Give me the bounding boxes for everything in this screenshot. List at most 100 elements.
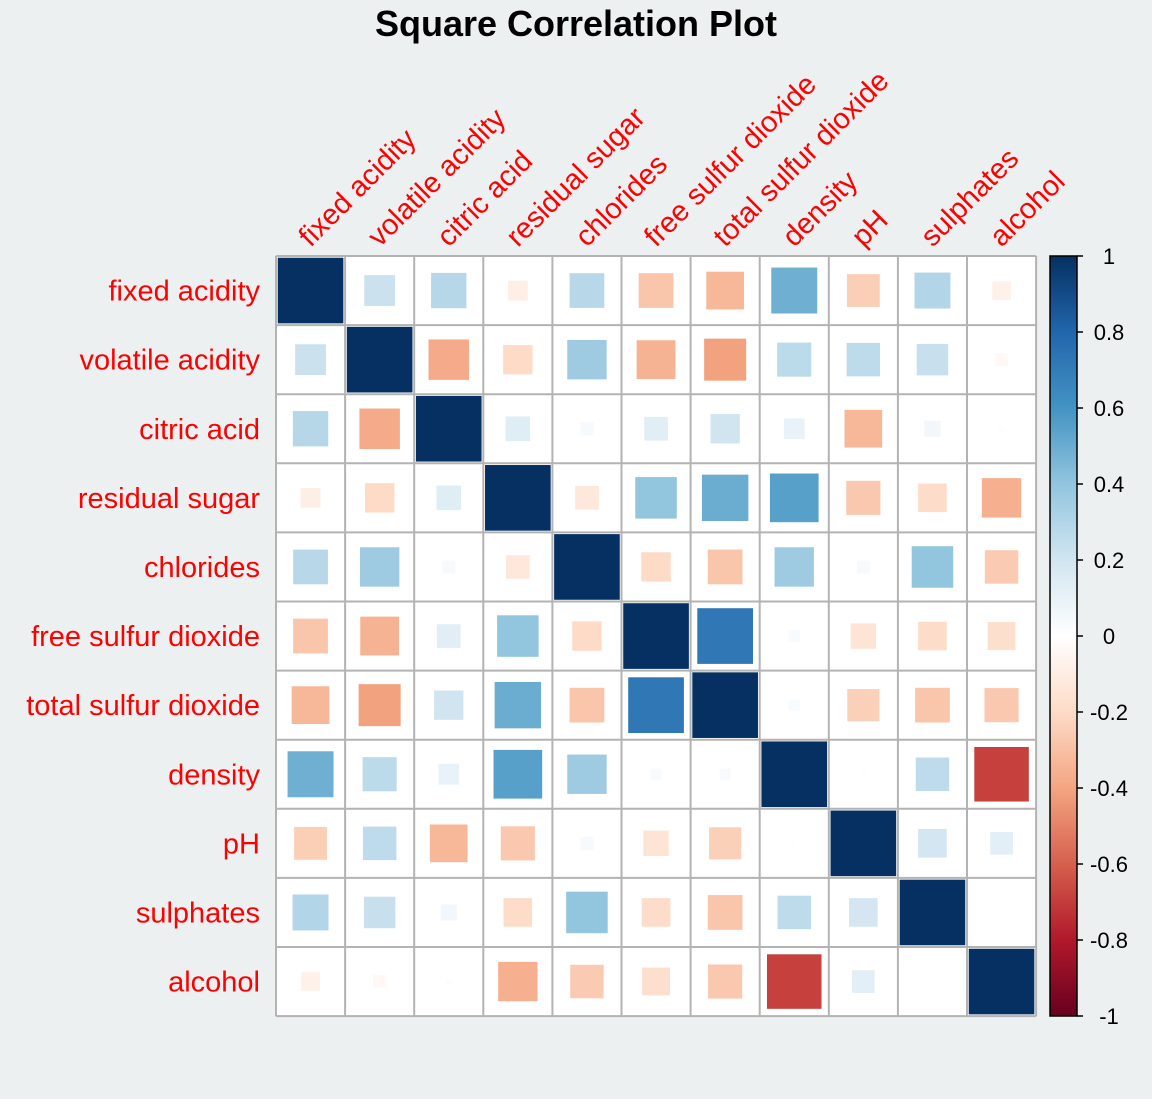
corr-square-free-sulfur-dioxide-x-chlorides [572, 621, 602, 651]
corr-square-volatile-acidity-x-volatile-acidity [346, 326, 413, 393]
colorbar-tick-label: -0.4 [1090, 776, 1128, 801]
colorbar-tick-label: -0.6 [1090, 852, 1128, 877]
corr-square-volatile-acidity-x-chlorides [567, 339, 607, 380]
corr-square-fixed-acidity-x-total-sulfur-dioxide [706, 271, 744, 310]
corr-square-residual-sugar-x-density [769, 473, 819, 523]
corr-square-residual-sugar-x-ph [846, 480, 881, 515]
corr-square-residual-sugar-x-citric-acid [436, 485, 462, 511]
corr-square-citric-acid-x-citric-acid [415, 395, 482, 462]
corr-square-alcohol-x-free-sulfur-dioxide [642, 967, 670, 996]
corr-square-free-sulfur-dioxide-x-density [788, 630, 800, 642]
colorbar-tick-label: 1 [1103, 244, 1115, 269]
corr-square-free-sulfur-dioxide-x-fixed-acidity [293, 618, 328, 654]
corr-square-total-sulfur-dioxide-x-free-sulfur-dioxide [628, 677, 684, 733]
corr-square-chlorides-x-fixed-acidity [293, 549, 328, 585]
corr-square-residual-sugar-x-alcohol [981, 478, 1022, 518]
corr-square-ph-x-residual-sugar [500, 826, 535, 861]
corr-square-citric-acid-x-density [783, 418, 805, 440]
corr-square-residual-sugar-x-total-sulfur-dioxide [701, 474, 749, 522]
corr-square-residual-sugar-x-volatile-acidity [364, 483, 395, 513]
row-labels: fixed acidity volatile acidity citric acid… [26, 276, 260, 999]
corr-square-sulphates-x-chlorides [566, 891, 608, 934]
corr-square-sulphates-x-ph [849, 898, 878, 927]
corr-square-volatile-acidity-x-citric-acid [428, 339, 469, 380]
colorbar-gradient [1049, 255, 1078, 1017]
corr-square-sulphates-x-fixed-acidity [292, 894, 329, 931]
corr-square-density-x-ph [860, 770, 867, 778]
corr-square-fixed-acidity-x-volatile-acidity [364, 275, 396, 306]
corr-square-density-x-alcohol [974, 746, 1029, 802]
colorbar-tick-label: -1 [1099, 1004, 1119, 1029]
corr-square-fixed-acidity-x-free-sulfur-dioxide [638, 273, 674, 308]
corr-square-chlorides-x-density [774, 547, 814, 587]
corr-square-fixed-acidity-x-alcohol [992, 281, 1011, 300]
corr-square-citric-acid-x-chlorides [580, 422, 594, 436]
corr-square-chlorides-x-free-sulfur-dioxide [641, 552, 671, 582]
corr-square-free-sulfur-dioxide-x-ph [850, 623, 877, 649]
corr-square-volatile-acidity-x-residual-sugar [503, 344, 533, 375]
corr-square-volatile-acidity-x-fixed-acidity [295, 344, 326, 376]
corr-square-density-x-density [761, 741, 828, 808]
corr-square-volatile-acidity-x-alcohol [994, 353, 1009, 367]
corr-square-density-x-free-sulfur-dioxide [650, 768, 662, 780]
corr-square-density-x-residual-sugar [493, 749, 543, 799]
corr-square-fixed-acidity-x-fixed-acidity [277, 257, 344, 324]
corr-square-residual-sugar-x-chlorides [575, 486, 599, 510]
corr-square-residual-sugar-x-sulphates [918, 483, 947, 513]
corr-square-fixed-acidity-x-sulphates [914, 272, 951, 309]
corr-square-free-sulfur-dioxide-x-total-sulfur-dioxide [697, 608, 753, 664]
corr-square-density-x-chlorides [567, 754, 607, 794]
corr-square-fixed-acidity-x-citric-acid [431, 272, 467, 309]
corr-square-residual-sugar-x-residual-sugar [485, 465, 551, 531]
colorbar-tick-label: -0.8 [1090, 928, 1128, 953]
corr-square-citric-acid-x-ph [844, 409, 883, 448]
corr-square-volatile-acidity-x-free-sulfur-dioxide [636, 340, 676, 380]
corr-square-ph-x-total-sulfur-dioxide [709, 827, 742, 860]
corr-square-volatile-acidity-x-density [777, 342, 812, 377]
colorbar-tick-label: 0 [1103, 624, 1115, 649]
corr-square-total-sulfur-dioxide-x-fixed-acidity [291, 686, 330, 724]
corr-square-ph-x-density [790, 840, 798, 847]
corr-square-free-sulfur-dioxide-x-volatile-acidity [360, 616, 400, 656]
corr-square-sulphates-x-residual-sugar [503, 898, 533, 927]
corr-square-residual-sugar-x-free-sulfur-dioxide [635, 477, 677, 519]
corr-square-total-sulfur-dioxide-x-citric-acid [434, 690, 464, 720]
corr-square-density-x-fixed-acidity [287, 751, 334, 798]
corr-square-citric-acid-x-total-sulfur-dioxide [710, 414, 740, 444]
corr-square-chlorides-x-chlorides [554, 534, 620, 600]
corr-square-sulphates-x-total-sulfur-dioxide [707, 895, 743, 930]
corr-square-ph-x-chlorides [580, 836, 594, 850]
chart-title: Square Correlation Plot [375, 3, 777, 44]
corr-square-alcohol-x-alcohol [968, 948, 1035, 1015]
corr-square-total-sulfur-dioxide-x-total-sulfur-dioxide [692, 672, 758, 738]
corr-square-alcohol-x-density [766, 954, 822, 1009]
corr-square-fixed-acidity-x-ph [846, 274, 880, 307]
corr-square-free-sulfur-dioxide-x-residual-sugar [497, 615, 539, 657]
column-label-ph: pH [846, 204, 895, 253]
corr-square-total-sulfur-dioxide-x-alcohol [984, 688, 1019, 723]
corr-square-ph-x-volatile-acidity [362, 826, 397, 861]
corr-square-sulphates-x-free-sulfur-dioxide [641, 898, 671, 927]
corr-square-alcohol-x-citric-acid [445, 978, 453, 985]
corr-square-volatile-acidity-x-sulphates [916, 343, 949, 376]
corr-square-sulphates-x-density [777, 895, 811, 930]
corr-square-ph-x-citric-acid [429, 824, 468, 863]
corr-square-density-x-total-sulfur-dioxide [719, 768, 731, 780]
row-label-ph: pH [223, 828, 260, 860]
corr-square-residual-sugar-x-fixed-acidity [300, 488, 321, 508]
corr-square-ph-x-fixed-acidity [294, 826, 327, 860]
corr-square-density-x-volatile-acidity [362, 757, 397, 792]
row-label-total-sulfur-dioxide: total sulfur dioxide [26, 690, 260, 722]
corr-square-alcohol-x-total-sulfur-dioxide [708, 964, 743, 999]
corr-square-fixed-acidity-x-chlorides [569, 273, 605, 308]
corr-square-chlorides-x-sulphates [911, 546, 954, 588]
corr-square-free-sulfur-dioxide-x-alcohol [987, 622, 1016, 650]
corr-square-free-sulfur-dioxide-x-sulphates [918, 621, 947, 651]
row-label-residual-sugar: residual sugar [78, 483, 260, 515]
row-label-alcohol: alcohol [168, 967, 260, 999]
corr-square-alcohol-x-residual-sugar [498, 961, 538, 1002]
corr-square-citric-acid-x-sulphates [924, 420, 941, 437]
